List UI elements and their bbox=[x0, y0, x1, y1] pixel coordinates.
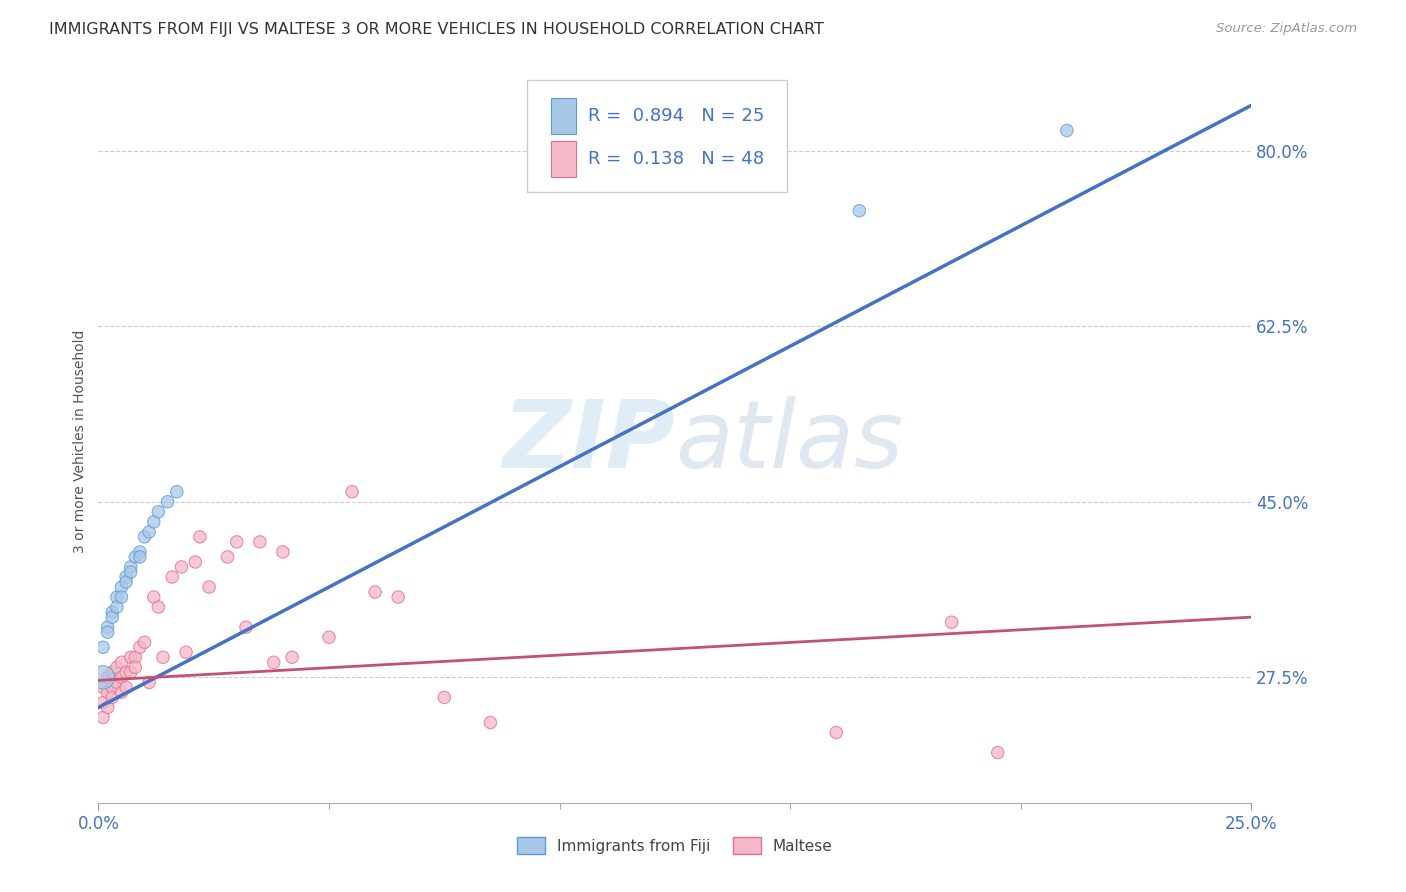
Point bbox=[97, 670, 120, 684]
Point bbox=[129, 545, 152, 559]
Point bbox=[138, 675, 160, 690]
Point bbox=[479, 715, 502, 730]
Point bbox=[105, 660, 128, 674]
Point bbox=[142, 515, 165, 529]
Text: ZIP: ZIP bbox=[502, 395, 675, 488]
Point bbox=[91, 640, 114, 655]
Point bbox=[91, 681, 114, 695]
Point bbox=[120, 560, 142, 574]
Point bbox=[156, 494, 179, 508]
Point bbox=[318, 630, 340, 644]
Point bbox=[120, 565, 142, 579]
Point bbox=[115, 681, 138, 695]
Point bbox=[115, 575, 138, 590]
Text: Source: ZipAtlas.com: Source: ZipAtlas.com bbox=[1216, 22, 1357, 36]
Point bbox=[188, 530, 211, 544]
Point bbox=[110, 655, 132, 669]
Point bbox=[142, 590, 165, 604]
Point bbox=[124, 650, 146, 665]
Point bbox=[101, 610, 124, 624]
Point bbox=[249, 535, 271, 549]
Text: R =  0.138   N = 48: R = 0.138 N = 48 bbox=[588, 150, 763, 168]
Point bbox=[110, 590, 132, 604]
Point bbox=[97, 620, 120, 634]
Point bbox=[148, 600, 170, 615]
Point bbox=[120, 650, 142, 665]
Point bbox=[987, 746, 1010, 760]
Point bbox=[101, 665, 124, 680]
Point bbox=[129, 640, 152, 655]
Point bbox=[91, 670, 114, 684]
Point bbox=[941, 615, 963, 630]
Point bbox=[101, 681, 124, 695]
Point bbox=[225, 535, 247, 549]
Point bbox=[170, 560, 193, 574]
Point bbox=[105, 600, 128, 615]
Point bbox=[340, 484, 363, 499]
Point bbox=[91, 696, 114, 710]
Point bbox=[160, 570, 183, 584]
Point bbox=[115, 665, 138, 680]
Point bbox=[1056, 123, 1078, 137]
Point bbox=[129, 549, 152, 564]
Point bbox=[115, 570, 138, 584]
Point bbox=[217, 549, 239, 564]
Point bbox=[105, 675, 128, 690]
Point bbox=[148, 505, 170, 519]
Legend: Immigrants from Fiji, Maltese: Immigrants from Fiji, Maltese bbox=[510, 831, 839, 860]
Point bbox=[198, 580, 221, 594]
Point bbox=[152, 650, 174, 665]
Point bbox=[124, 549, 146, 564]
Point bbox=[91, 710, 114, 724]
Point bbox=[184, 555, 207, 569]
Point bbox=[134, 635, 156, 649]
Text: IMMIGRANTS FROM FIJI VS MALTESE 3 OR MORE VEHICLES IN HOUSEHOLD CORRELATION CHAR: IMMIGRANTS FROM FIJI VS MALTESE 3 OR MOR… bbox=[49, 22, 824, 37]
Point bbox=[848, 203, 870, 218]
Point bbox=[120, 665, 142, 680]
Point bbox=[101, 690, 124, 705]
Y-axis label: 3 or more Vehicles in Household: 3 or more Vehicles in Household bbox=[73, 330, 87, 553]
Point bbox=[138, 524, 160, 539]
Point bbox=[235, 620, 257, 634]
Point bbox=[263, 655, 285, 669]
Point bbox=[271, 545, 294, 559]
Point bbox=[387, 590, 409, 604]
Text: R =  0.894   N = 25: R = 0.894 N = 25 bbox=[588, 107, 763, 125]
Point bbox=[101, 605, 124, 619]
Point bbox=[825, 725, 848, 739]
Text: atlas: atlas bbox=[675, 396, 903, 487]
Point bbox=[105, 590, 128, 604]
Point bbox=[124, 660, 146, 674]
Point bbox=[97, 700, 120, 714]
Point bbox=[110, 580, 132, 594]
Point bbox=[166, 484, 188, 499]
Point bbox=[364, 585, 387, 599]
Point bbox=[110, 685, 132, 699]
Point bbox=[110, 670, 132, 684]
Point bbox=[281, 650, 304, 665]
Point bbox=[97, 685, 120, 699]
Point bbox=[97, 625, 120, 640]
Point bbox=[134, 530, 156, 544]
Point bbox=[433, 690, 456, 705]
Point bbox=[174, 645, 197, 659]
